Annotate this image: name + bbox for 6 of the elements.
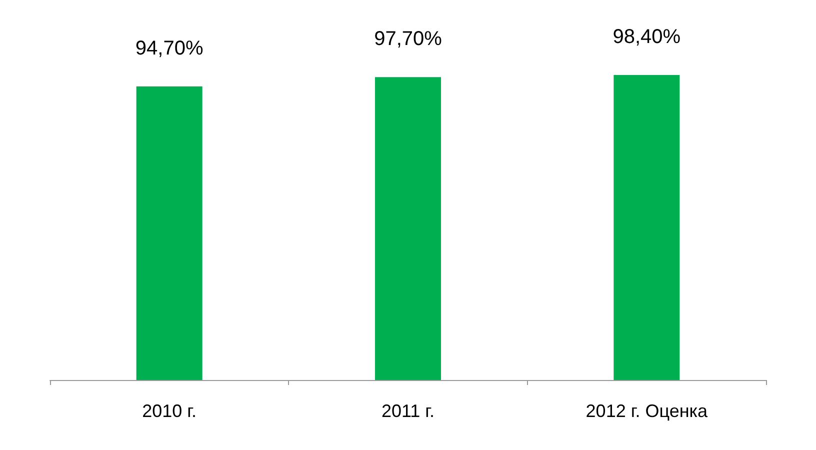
data-label: 98,40% xyxy=(612,26,681,48)
data-label: 97,70% xyxy=(374,28,442,50)
x-tick-label: 2012 г. Оценка xyxy=(586,401,709,421)
x-tick-label: 2010 г. xyxy=(142,401,197,421)
data-label: 94,70% xyxy=(135,37,204,60)
x-tick-label: 2011 г. xyxy=(381,401,435,421)
